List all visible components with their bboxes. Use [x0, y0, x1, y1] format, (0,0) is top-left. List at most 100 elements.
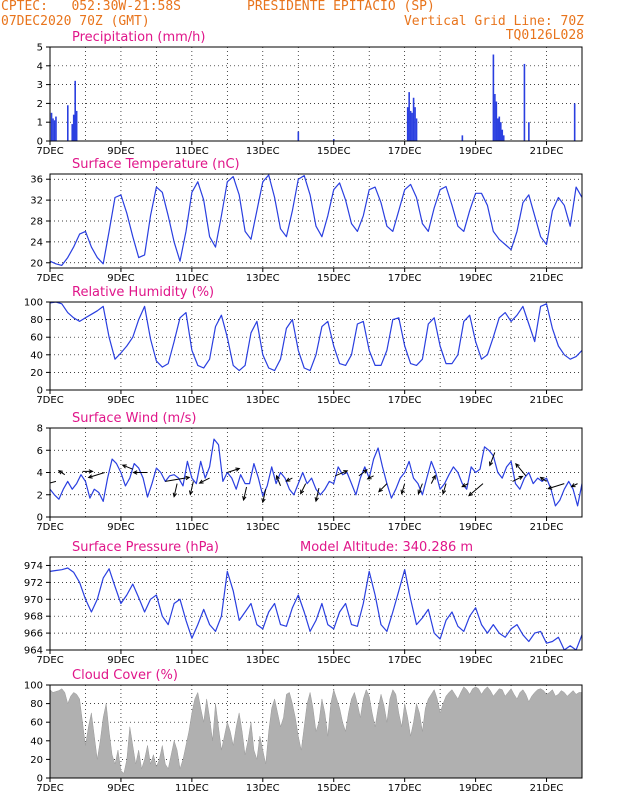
cloud-panel: 0 20 40 60 80 100 7DEC 9DEC 11DEC 13DEC 15DEC 17DEC… — [24, 668, 583, 794]
x-tick-label: 11DEC — [175, 146, 209, 157]
precip-bar — [409, 110, 412, 141]
y-tick-label: 0 — [37, 386, 43, 397]
y-tick-label: 60 — [30, 333, 43, 344]
header-line2-right: Vertical Grid Line: 70Z — [403, 14, 584, 29]
wind-vector — [570, 483, 578, 488]
y-tick-label: 28 — [30, 217, 43, 228]
precip-bar — [573, 103, 576, 141]
wind-vector — [400, 483, 406, 495]
x-tick-label: 13DEC — [246, 146, 280, 157]
precipitation-title: Precipitation (mm/h) — [72, 30, 205, 45]
wind-vector — [547, 483, 565, 490]
y-tick-label: 970 — [24, 595, 43, 606]
wind-vector — [50, 480, 57, 484]
x-tick-label: 7DEC — [36, 273, 63, 284]
x-tick-label: 17DEC — [388, 273, 422, 284]
precip-bar — [55, 116, 57, 141]
x-tick-label: 9DEC — [107, 395, 134, 406]
wind-vector — [261, 489, 267, 504]
cloud-title: Cloud Cover (%) — [72, 668, 178, 683]
y-tick-label: 2 — [37, 490, 43, 501]
y-tick-label: 2 — [37, 99, 43, 110]
wind-vector — [227, 467, 241, 473]
wind-vector — [188, 481, 194, 496]
precip-bar — [408, 92, 410, 141]
wind-vector — [165, 475, 191, 482]
wind-vector — [314, 487, 320, 503]
wind-grid — [50, 428, 582, 517]
y-tick-label: 4 — [37, 468, 43, 479]
wind-vector — [417, 483, 423, 495]
precipitation-frame — [49, 46, 583, 142]
x-tick-label: 11DEC — [175, 395, 209, 406]
pressure-series-line — [50, 567, 582, 650]
header-line2-left: 07DEC2020 70Z (GMT) — [1, 14, 150, 29]
precip-bar — [297, 131, 300, 141]
precip-bar — [50, 112, 53, 141]
precip-bar — [412, 97, 415, 141]
x-tick-label: 7DEC — [36, 783, 63, 794]
humidity-panel: 0 20 40 60 80 100 7DEC 9DEC 11DEC 13DEC 15DEC 17DEC… — [24, 285, 583, 406]
wind-vector — [57, 470, 66, 476]
temperature-series-line — [50, 174, 582, 266]
precip-bar — [406, 107, 409, 141]
model-altitude-annotation: Model Altitude: 340.286 m — [300, 540, 473, 555]
x-tick-label: 15DEC — [317, 655, 351, 666]
precipitation-panel: 0 1 2 3 4 5 7DEC 9DEC 11DEC 13DEC 15DEC 17DEC 19DEC 2… — [36, 30, 583, 157]
y-tick-label: 1 — [37, 118, 43, 129]
y-tick-label: 8 — [37, 424, 43, 435]
y-tick-label: 36 — [30, 175, 43, 186]
y-tick-label: 3 — [37, 80, 43, 91]
x-tick-label: 17DEC — [388, 783, 422, 794]
wind-vector — [461, 483, 469, 488]
precip-bar — [74, 80, 76, 141]
precip-bar — [502, 135, 505, 141]
y-tick-label: 0 — [37, 137, 43, 148]
y-tick-label: 974 — [24, 561, 43, 572]
wind-vector — [539, 476, 547, 482]
y-tick-label: 972 — [24, 578, 43, 589]
precip-bar — [494, 94, 496, 141]
y-tick-label: 24 — [30, 237, 43, 248]
x-tick-label: 21DEC — [530, 655, 564, 666]
x-tick-label: 21DEC — [530, 395, 564, 406]
temperature-panel: 20 24 28 32 36 7DEC 9DEC 11DEC 13DEC 15DEC 17DEC 19… — [30, 157, 583, 284]
wind-vector — [132, 470, 148, 475]
y-tick-label: 32 — [30, 196, 43, 207]
x-tick-label: 21DEC — [530, 522, 564, 533]
temperature-title: Surface Temperature (nC) — [72, 157, 240, 172]
x-tick-label: 7DEC — [36, 395, 63, 406]
x-tick-label: 21DEC — [530, 273, 564, 284]
temperature-plot — [50, 174, 582, 266]
x-tick-label: 17DEC — [388, 146, 422, 157]
pressure-panel: 964 966 968 970 972 974 7DEC 9DEC 11DEC 13DEC 15DE… — [24, 540, 583, 666]
wind-title: Surface Wind (m/s) — [72, 411, 196, 426]
precip-bar — [71, 124, 74, 141]
precip-bar — [75, 110, 78, 141]
wind-vector — [515, 462, 527, 477]
y-tick-label: 80 — [30, 699, 43, 710]
cloud-frame — [49, 684, 583, 779]
precip-bar — [492, 54, 495, 141]
wind-panel: 0 2 4 6 8 7DEC 9DEC 11DEC 13DEC 15DEC 17DEC 19DEC 21… — [36, 411, 583, 533]
wind-vector — [198, 477, 210, 484]
precip-bar — [523, 63, 526, 141]
y-tick-label: 0 — [37, 774, 43, 785]
x-tick-label: 15DEC — [317, 783, 351, 794]
y-tick-label: 60 — [30, 718, 43, 729]
x-tick-label: 19DEC — [459, 395, 493, 406]
pressure-title: Surface Pressure (hPa) — [72, 540, 219, 555]
x-tick-label: 13DEC — [246, 395, 280, 406]
y-tick-label: 6 — [37, 446, 43, 457]
x-tick-label: 15DEC — [317, 522, 351, 533]
wind-vector — [512, 475, 524, 482]
y-tick-label: 966 — [24, 629, 43, 640]
x-tick-label: 21DEC — [530, 783, 564, 794]
y-tick-label: 5 — [37, 43, 43, 54]
precip-bar — [332, 139, 335, 141]
wind-vector — [468, 483, 484, 497]
wind-vector — [430, 474, 436, 484]
x-tick-label: 13DEC — [246, 522, 280, 533]
y-tick-label: 40 — [30, 736, 43, 747]
